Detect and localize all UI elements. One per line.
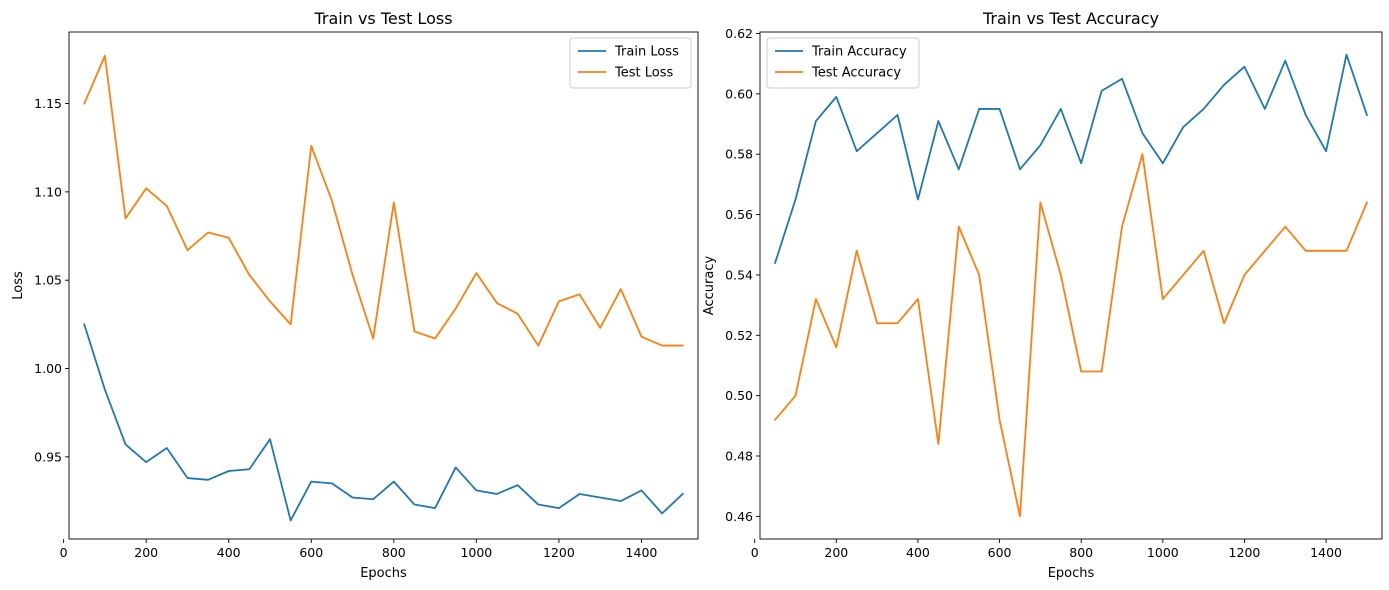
accuracy-chart-panel: 0 200 400 600 800 1000 1200 1400 0.46 0.48 0.50 0.5… [702, 9, 1383, 581]
accuracy-y-axis-label: Accuracy [702, 256, 717, 316]
accuracy-x-tick-label: 200 [824, 545, 848, 560]
loss-y-tick-label: 1.05 [34, 273, 62, 288]
accuracy-y-tick-label: 0.62 [725, 26, 753, 41]
loss-legend: Train Loss Test Loss [569, 37, 692, 89]
accuracy-y-tick-label: 0.54 [725, 267, 753, 282]
accuracy-legend-box [766, 37, 920, 89]
loss-y-axis-label: Loss [11, 271, 26, 300]
loss-x-tick-label: 1400 [626, 545, 658, 560]
accuracy-x-tick-label: 1000 [1147, 545, 1179, 560]
accuracy-y-tick-label: 0.60 [725, 86, 753, 101]
loss-series-line-test-loss [83, 54, 684, 347]
accuracy-legend: Train Accuracy Test Accuracy [766, 37, 920, 89]
loss-y-tick-label: 1.10 [34, 184, 62, 199]
accuracy-x-tick-label: 1400 [1310, 545, 1342, 560]
accuracy-series-line-train-accuracy [773, 53, 1369, 265]
loss-legend-label: Test Loss [614, 66, 673, 81]
accuracy-chart-title: Train vs Test Accuracy [982, 9, 1159, 28]
loss-x-axis-label: Epochs [360, 566, 407, 581]
accuracy-y-tick-label: 0.46 [725, 509, 753, 524]
accuracy-x-tick-label: 600 [988, 545, 1012, 560]
loss-y-tick-label: 0.95 [34, 449, 62, 464]
loss-x-tick-label: 400 [217, 545, 241, 560]
loss-legend-label: Train Loss [614, 45, 679, 60]
loss-x-tick-label: 800 [382, 545, 406, 560]
loss-chart-panel: 0 200 400 600 800 1000 1200 1400 0.95 1.00 1.05 1.1… [11, 9, 699, 581]
loss-x-tick-label: 1000 [460, 545, 492, 560]
accuracy-legend-label: Test Accuracy [811, 66, 901, 81]
loss-y-tick-label: 1.00 [34, 361, 62, 376]
accuracy-x-axis-label: Epochs [1048, 566, 1095, 581]
loss-x-tick-label: 1200 [543, 545, 575, 560]
accuracy-legend-label: Train Accuracy [811, 45, 907, 60]
loss-chart-title: Train vs Test Loss [313, 9, 452, 28]
accuracy-y-tick-label: 0.58 [725, 147, 753, 162]
accuracy-y-tick-label: 0.48 [725, 449, 753, 464]
accuracy-x-tick-label: 1200 [1229, 545, 1261, 560]
accuracy-x-tick-label: 0 [751, 545, 759, 560]
accuracy-y-tick-label: 0.56 [725, 207, 753, 222]
accuracy-y-tick-label: 0.52 [725, 328, 753, 343]
loss-series-line-train-loss [83, 323, 685, 522]
accuracy-x-tick-label: 400 [906, 545, 930, 560]
accuracy-series-line-test-accuracy [773, 153, 1369, 518]
accuracy-plot-frame [759, 31, 1383, 540]
loss-x-tick-label: 0 [60, 545, 68, 560]
loss-plot-frame [68, 31, 699, 540]
loss-x-tick-label: 600 [299, 545, 323, 560]
accuracy-y-tick-label: 0.50 [725, 388, 753, 403]
loss-y-tick-label: 1.15 [34, 96, 62, 111]
loss-x-tick-label: 200 [134, 545, 158, 560]
accuracy-x-tick-label: 800 [1069, 545, 1093, 560]
